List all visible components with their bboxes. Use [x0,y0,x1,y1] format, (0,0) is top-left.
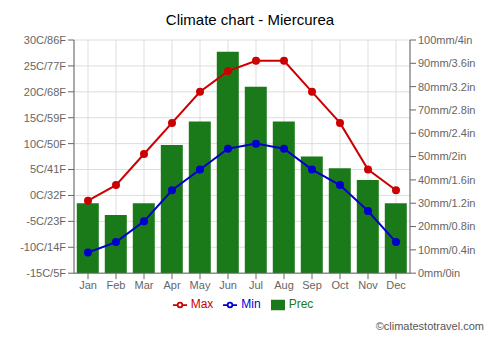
svg-text:Jan: Jan [79,279,97,291]
svg-text:Aug: Aug [274,279,294,291]
svg-text:-5C/23F: -5C/23F [26,215,66,227]
svg-text:5C/41F: 5C/41F [30,163,66,175]
svg-text:80mm/3.2in: 80mm/3.2in [418,81,475,93]
svg-text:30mm/1.2in: 30mm/1.2in [418,197,475,209]
svg-text:100mm/4in: 100mm/4in [418,34,472,46]
svg-text:Jul: Jul [249,279,263,291]
svg-text:0C/32F: 0C/32F [30,189,66,201]
svg-text:Apr: Apr [163,279,180,291]
svg-text:30C/86F: 30C/86F [24,34,66,46]
svg-text:20C/68F: 20C/68F [24,86,66,98]
svg-text:0mm/0in: 0mm/0in [418,267,460,279]
svg-text:25C/77F: 25C/77F [24,60,66,72]
svg-text:Sep: Sep [302,279,322,291]
html-text:Max: Max [190,297,214,312]
svg-text:Oct: Oct [331,279,348,291]
svg-text:10C/50F: 10C/50F [24,138,66,150]
svg-text:40mm/1.6in: 40mm/1.6in [418,174,475,186]
svg-text:Nov: Nov [358,279,378,291]
svg-text:20mm/0.8in: 20mm/0.8in [418,220,475,232]
svg-text:70mm/2.8in: 70mm/2.8in [418,104,475,116]
html-text:Prec: Prec [288,297,314,312]
html-text:©climatestotravel.com: ©climatestotravel.com [375,320,484,332]
svg-text:10mm/0.4in: 10mm/0.4in [418,244,475,256]
html-text:Climate chart - Miercurea: Climate chart - Miercurea [165,11,335,28]
svg-text:-10C/14F: -10C/14F [20,241,66,253]
svg-text:Jun: Jun [219,279,237,291]
svg-text:60mm/2.4in: 60mm/2.4in [418,127,475,139]
svg-text:15C/59F: 15C/59F [24,112,66,124]
svg-text:Feb: Feb [107,279,126,291]
svg-text:Dec: Dec [386,279,406,291]
svg-text:May: May [190,279,211,291]
html-text:Min: Min [241,297,261,312]
svg-text:Mar: Mar [135,279,154,291]
svg-text:-15C/5F: -15C/5F [26,267,66,279]
svg-text:50mm/2in: 50mm/2in [418,150,466,162]
svg-text:90mm/3.6in: 90mm/3.6in [418,57,475,69]
